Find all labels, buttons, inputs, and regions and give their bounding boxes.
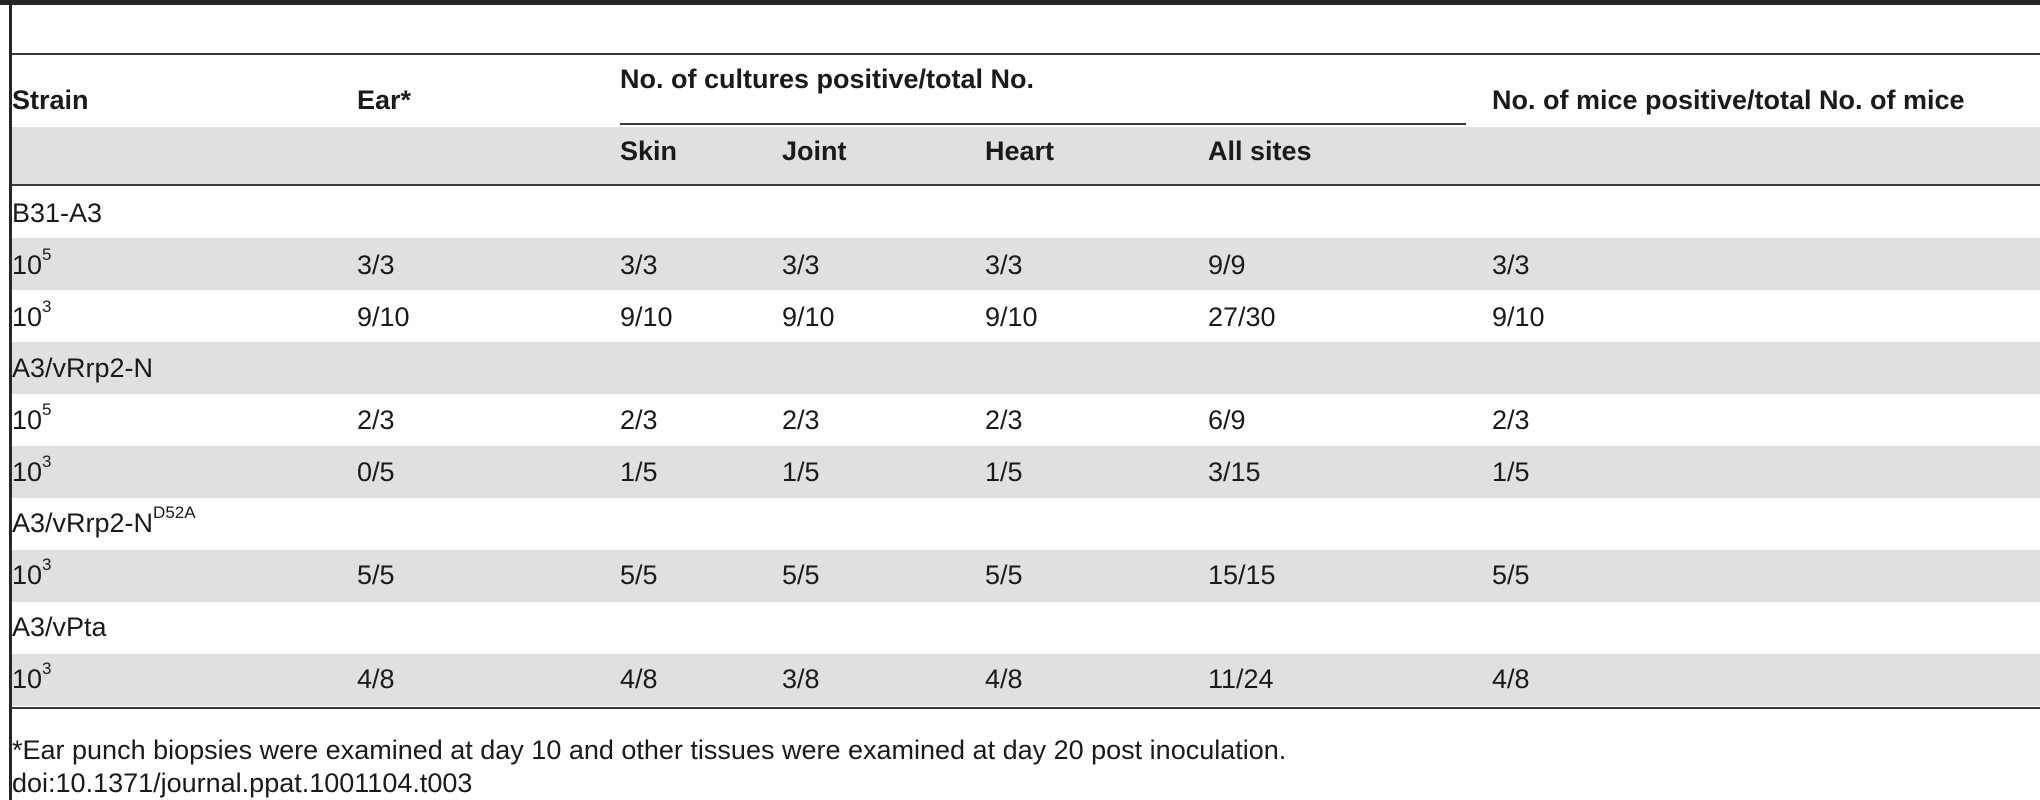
- table-bottom-rule: [12, 707, 2040, 709]
- doi-label: doi:10.1371/journal.ppat.1001104.t003: [12, 768, 473, 798]
- skin-cell: 3/3: [620, 250, 658, 280]
- row-band: [12, 550, 2040, 602]
- page-top-border: [0, 0, 2040, 5]
- joint-cell: 1/5: [782, 457, 820, 487]
- table-top-rule: [12, 53, 2040, 55]
- heart-cell: 1/5: [985, 457, 1023, 487]
- header-ear: Ear*: [357, 85, 412, 115]
- ear-cell: 2/3: [357, 405, 395, 435]
- dose-cell: 103: [12, 297, 52, 332]
- ear-cell: 0/5: [357, 457, 395, 487]
- table-footnote: *Ear punch biopsies were examined at day…: [12, 735, 1287, 765]
- all-sites-cell: 6/9: [1208, 405, 1246, 435]
- row-band: [12, 238, 2040, 290]
- mice-cell: 2/3: [1492, 405, 1530, 435]
- strain-label: B31-A3: [12, 198, 103, 228]
- heart-cell: 3/3: [985, 250, 1023, 280]
- joint-cell: 5/5: [782, 560, 820, 590]
- ear-cell: 4/8: [357, 664, 395, 694]
- mice-cell: 9/10: [1492, 302, 1545, 332]
- skin-cell: 4/8: [620, 664, 658, 694]
- heart-cell: 5/5: [985, 560, 1023, 590]
- joint-cell: 3/8: [782, 664, 820, 694]
- row-band: [12, 654, 2040, 706]
- joint-cell: 3/3: [782, 250, 820, 280]
- dose-cell: 103: [12, 659, 52, 694]
- mice-cell: 1/5: [1492, 457, 1530, 487]
- joint-cell: 2/3: [782, 405, 820, 435]
- heart-cell: 4/8: [985, 664, 1023, 694]
- dose-cell: 105: [12, 400, 52, 435]
- ear-cell: 3/3: [357, 250, 395, 280]
- heart-cell: 2/3: [985, 405, 1023, 435]
- strain-label: A3/vRrp2-ND52A: [12, 503, 196, 538]
- strain-label: A3/vRrp2-N: [12, 353, 154, 383]
- all-sites-cell: 27/30: [1208, 302, 1276, 332]
- heart-cell: 9/10: [985, 302, 1038, 332]
- all-sites-cell: 11/24: [1208, 664, 1274, 694]
- skin-cell: 9/10: [620, 302, 673, 332]
- subheader-band: [12, 127, 2040, 184]
- skin-cell: 2/3: [620, 405, 658, 435]
- header-bottom-rule: [12, 184, 2040, 186]
- ear-cell: 5/5: [357, 560, 395, 590]
- joint-cell: 9/10: [782, 302, 835, 332]
- all-sites-cell: 15/15: [1208, 560, 1276, 590]
- mice-cell: 5/5: [1492, 560, 1530, 590]
- page-left-border: [9, 0, 12, 800]
- column-group-rule: [620, 123, 1466, 125]
- skin-cell: 5/5: [620, 560, 658, 590]
- header-skin: Skin: [620, 136, 678, 166]
- row-band: [12, 342, 2040, 394]
- all-sites-cell: 9/9: [1208, 250, 1246, 280]
- header-all-sites: All sites: [1208, 136, 1312, 166]
- header-strain: Strain: [12, 85, 89, 115]
- mice-cell: 4/8: [1492, 664, 1530, 694]
- header-cultures-group: No. of cultures positive/total No.: [620, 64, 1035, 94]
- all-sites-cell: 3/15: [1208, 457, 1261, 487]
- ear-cell: 9/10: [357, 302, 410, 332]
- strain-label: A3/vPta: [12, 612, 107, 642]
- header-heart: Heart: [985, 136, 1055, 166]
- dose-cell: 103: [12, 555, 52, 590]
- header-joint: Joint: [782, 136, 847, 166]
- skin-cell: 1/5: [620, 457, 658, 487]
- header-mice: No. of mice positive/total No. of mice: [1492, 85, 1965, 115]
- row-band: [12, 446, 2040, 498]
- dose-cell: 105: [12, 245, 52, 280]
- dose-cell: 103: [12, 452, 52, 487]
- mice-cell: 3/3: [1492, 250, 1530, 280]
